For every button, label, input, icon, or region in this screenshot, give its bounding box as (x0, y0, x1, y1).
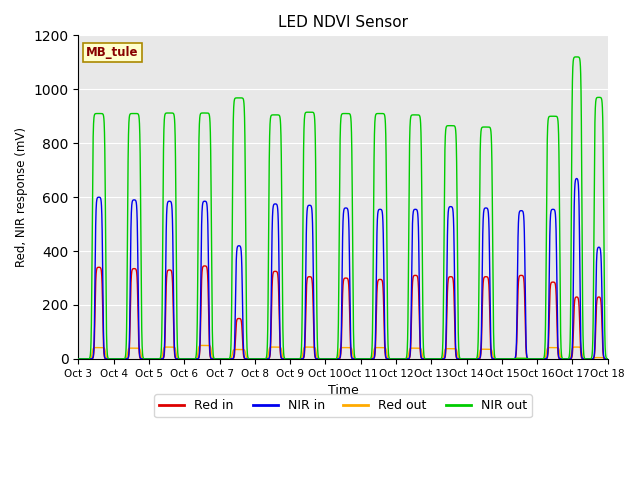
Y-axis label: Red, NIR response (mV): Red, NIR response (mV) (15, 127, 28, 267)
Title: LED NDVI Sensor: LED NDVI Sensor (278, 15, 408, 30)
X-axis label: Time: Time (328, 384, 358, 397)
Legend: Red in, NIR in, Red out, NIR out: Red in, NIR in, Red out, NIR out (154, 395, 532, 418)
Text: MB_tule: MB_tule (86, 47, 139, 60)
